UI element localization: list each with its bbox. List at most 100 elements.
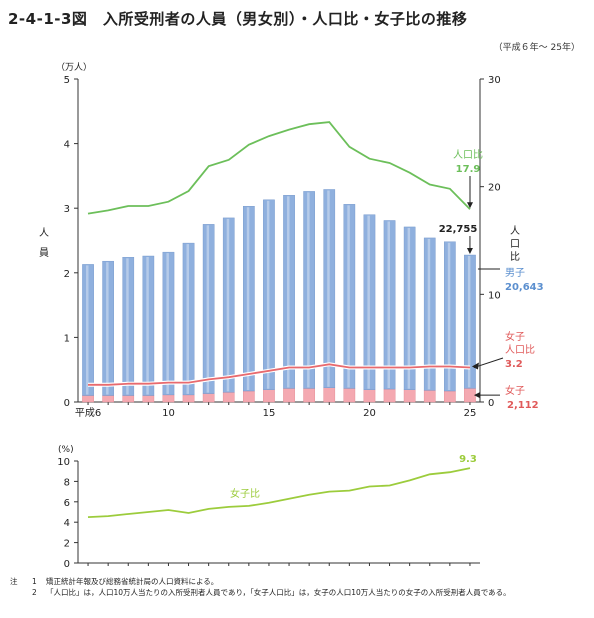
- note-label: 注: [10, 577, 18, 586]
- female-bar: [122, 395, 135, 403]
- female-bar: [383, 388, 396, 403]
- period-label: （平成６年～ 25年）: [493, 43, 580, 53]
- male-bar: [283, 195, 295, 389]
- x-tick-label: 25: [464, 408, 477, 419]
- female-ratio-series-label: 女子比: [230, 487, 260, 500]
- main-chart-lines: [87, 121, 504, 399]
- female-rate-line: [88, 363, 471, 386]
- female-bar: [444, 390, 456, 403]
- sub-y-tick-label: 10: [57, 457, 70, 468]
- female-rate-annotation-value: 3.2: [505, 359, 523, 370]
- female-ratio-frame: [74, 460, 480, 566]
- female-annotation-label: 女子: [505, 384, 525, 397]
- main-chart-bars: [82, 189, 476, 403]
- sub-y-tick-label: 6: [64, 498, 70, 509]
- rate-annotation-value: 17.9: [456, 164, 481, 175]
- left-y-tick-label: 1: [64, 333, 70, 344]
- left-y-label-char: 人: [39, 227, 49, 239]
- female-rate-annotation-label-2: 人口比: [505, 344, 535, 356]
- rate-annotation-label: 人口比: [453, 149, 483, 161]
- male-bar-highlight: [146, 257, 149, 395]
- male-bar-highlight: [327, 190, 330, 387]
- male-bar-highlight: [246, 207, 250, 391]
- female-annotation-value: 2,112: [507, 400, 539, 411]
- note-number: 2: [32, 588, 37, 597]
- right-y-label-char: 人: [510, 225, 520, 237]
- chart-title: 2-4-1-3図 入所受刑者の人員（男女別）・人口比・女子比の推移: [8, 10, 468, 28]
- male-bar-highlight: [266, 200, 270, 389]
- female-ratio-last-value: 9.3: [459, 454, 477, 465]
- note-row-2: 2 「人口比」は，人口10万人当たりの入所受刑者人員であり，「女子人口比」は，女…: [10, 587, 586, 598]
- sub-y-tick-label: 8: [64, 477, 70, 488]
- male-bar: [423, 237, 436, 391]
- sub-y-unit: (%): [58, 445, 74, 455]
- female-rate-annotation-label-1: 女子: [505, 330, 525, 343]
- male-bar: [142, 255, 155, 396]
- male-bar-highlight: [407, 227, 411, 389]
- female-bar: [182, 394, 195, 403]
- male-bar: [182, 242, 195, 396]
- rate-line: [87, 121, 471, 215]
- left-y-tick-label: 3: [64, 204, 70, 215]
- female-bar: [102, 395, 114, 403]
- female-bar: [403, 389, 416, 403]
- note-row-1: 注 1 矯正統計年報及び総務省統計局の人口資料による。: [10, 576, 586, 587]
- female-ratio-lines: [87, 467, 471, 518]
- right-y-tick-label: 30: [488, 75, 501, 86]
- male-bar: [323, 189, 336, 388]
- male-bar: [202, 224, 215, 394]
- male-bar: [303, 191, 315, 389]
- male-bar: [102, 260, 114, 396]
- male-bar-highlight: [226, 218, 230, 392]
- female-bar: [202, 393, 215, 403]
- female-bar: [222, 392, 235, 403]
- female-bar: [303, 388, 315, 403]
- left-y-label-char: 員: [39, 247, 49, 259]
- male-bar: [263, 199, 275, 390]
- female-bar: [263, 389, 275, 403]
- right-y-label-char: 比: [510, 251, 520, 263]
- male-bar-highlight: [287, 196, 290, 388]
- left-y-tick-label: 2: [64, 269, 70, 280]
- female-bar: [243, 390, 255, 403]
- male-bar: [464, 254, 476, 389]
- male-bar: [383, 220, 396, 390]
- female-bar: [162, 394, 175, 403]
- note-number: 1: [32, 577, 37, 586]
- female-bar: [343, 388, 356, 403]
- male-annotation-label: 男子: [505, 267, 525, 279]
- female-leader-head: [473, 392, 480, 399]
- sub-y-tick-label: 0: [64, 559, 70, 570]
- male-bar: [162, 251, 175, 396]
- male-bar: [243, 206, 255, 392]
- male-bar: [222, 217, 235, 393]
- male-bar-highlight: [86, 265, 89, 395]
- left-y-tick-label: 0: [64, 398, 70, 409]
- female-ratio-labels: 0 2 4 6 8 10 (%) 女子比 9.3: [57, 445, 477, 570]
- total-arrow-head: [466, 248, 473, 255]
- male-bar-highlight: [307, 192, 310, 388]
- x-tick-label: 10: [162, 408, 175, 419]
- male-bar-highlight: [206, 225, 210, 393]
- male-bar-highlight: [126, 258, 129, 395]
- male-bar-highlight: [367, 215, 370, 389]
- female-rate-arrow-head: [471, 362, 479, 370]
- right-y-tick-label: 20: [488, 183, 501, 194]
- sub-y-tick-label: 2: [64, 539, 70, 550]
- male-bar-highlight: [387, 221, 391, 389]
- male-bar-highlight: [427, 238, 431, 390]
- x-tick-label: 15: [263, 408, 276, 419]
- female-ratio-line: [87, 467, 471, 518]
- male-bar-highlight: [166, 253, 169, 394]
- male-bar: [343, 204, 356, 389]
- total-annotation: 22,755: [439, 224, 478, 235]
- x-tick-label: 20: [363, 408, 376, 419]
- female-rate-arrow: [473, 357, 504, 369]
- right-y-tick-label: 0: [488, 398, 494, 409]
- notes: 注 1 矯正統計年報及び総務省統計局の人口資料による。 2 「人口比」は，人口1…: [10, 576, 586, 598]
- left-y-unit: （万人）: [56, 62, 92, 73]
- female-bar: [423, 390, 436, 403]
- main-chart-frame: [74, 78, 484, 405]
